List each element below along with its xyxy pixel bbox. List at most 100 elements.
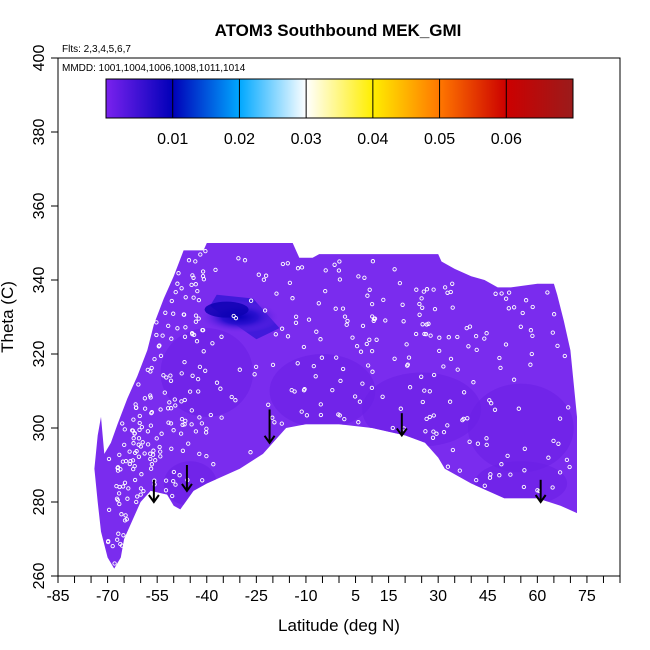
arrows-layer: [148, 409, 547, 504]
sample-point: [263, 273, 269, 278]
x-tick-label: -25: [245, 588, 268, 605]
sample-point: [474, 477, 479, 483]
y-tick-label: 340: [31, 267, 48, 294]
sample-point: [137, 413, 142, 419]
sample-point: [193, 319, 199, 324]
sample-point: [196, 389, 201, 394]
sample-point: [116, 491, 122, 496]
sample-point: [365, 363, 371, 368]
sample-point: [423, 429, 428, 434]
sample-point: [168, 378, 174, 383]
sample-point: [200, 269, 206, 274]
sample-point: [133, 405, 139, 410]
y-tick-label: 380: [31, 119, 48, 146]
sample-point: [562, 353, 567, 359]
sample-point: [252, 372, 257, 377]
sample-point: [316, 301, 321, 306]
sample-point: [149, 462, 155, 467]
sample-point: [482, 336, 487, 341]
sample-point: [168, 373, 173, 378]
sample-point: [390, 425, 395, 431]
sample-point: [334, 355, 339, 360]
sample-point: [482, 483, 487, 488]
sample-point: [498, 365, 503, 371]
x-tick-label: 75: [578, 588, 596, 605]
sample-point: [197, 364, 203, 370]
sample-point: [115, 468, 121, 473]
sample-point: [131, 436, 136, 441]
sample-point: [302, 387, 307, 392]
sample-point: [295, 266, 301, 271]
sample-point: [164, 375, 169, 380]
sample-point: [148, 466, 154, 471]
sample-point: [441, 429, 447, 435]
sample-point: [431, 372, 437, 378]
sample-point: [427, 414, 432, 420]
sample-point: [397, 280, 403, 286]
sample-point: [200, 273, 206, 279]
colorbar-tick-label: 0.02: [224, 131, 255, 148]
sample-point: [179, 399, 184, 404]
y-tick-label: 320: [31, 341, 48, 368]
sample-point: [401, 319, 406, 324]
sample-point: [279, 326, 285, 331]
sample-point: [173, 289, 178, 295]
sample-point: [181, 312, 187, 317]
sample-point: [520, 310, 525, 316]
sample-point: [196, 297, 202, 303]
colorbar-tick-label: 0.03: [291, 131, 322, 148]
sample-point: [546, 455, 551, 460]
sample-point: [461, 390, 467, 395]
sample-point: [270, 415, 275, 420]
sample-point: [336, 412, 341, 417]
sample-point: [231, 313, 236, 319]
sample-point: [180, 448, 186, 453]
sample-point: [455, 334, 460, 340]
sample-point: [521, 484, 527, 490]
sample-point: [405, 363, 410, 368]
chart-title: ATOM3 Southbound MEK_GMI: [215, 21, 462, 40]
sample-point: [340, 366, 346, 372]
sample-point: [106, 456, 112, 462]
sample-point: [356, 274, 361, 279]
sample-point: [369, 348, 375, 354]
sample-point: [406, 355, 412, 360]
sample-point: [182, 422, 187, 427]
sample-point: [431, 429, 436, 434]
sample-point: [163, 310, 168, 315]
sample-point: [461, 416, 466, 422]
sample-point: [201, 349, 206, 354]
sample-point: [132, 463, 137, 469]
sample-point: [290, 296, 295, 301]
sample-point: [120, 421, 125, 426]
sample-point: [266, 402, 271, 407]
sample-point: [171, 428, 176, 433]
arrow-head: [181, 483, 193, 493]
sample-point: [261, 277, 267, 282]
field-shade: [269, 354, 376, 428]
sample-point: [213, 267, 218, 273]
sample-point: [285, 261, 290, 266]
sample-point: [417, 301, 422, 307]
sample-point: [180, 422, 185, 428]
sample-point: [365, 293, 370, 298]
colorbar-tick-label: 0.06: [491, 131, 522, 148]
sample-point: [420, 322, 425, 327]
sample-point: [287, 280, 293, 286]
sample-point: [299, 265, 305, 270]
sample-point: [398, 406, 403, 411]
sample-point: [156, 344, 161, 349]
sample-point: [163, 478, 169, 483]
sample-point: [131, 417, 136, 422]
sample-point: [467, 439, 472, 444]
sample-point: [506, 306, 511, 311]
sample-point: [369, 385, 375, 391]
sample-point: [162, 390, 167, 395]
sample-point: [400, 302, 405, 307]
sample-point: [166, 323, 171, 329]
sample-point: [505, 453, 510, 459]
sample-point: [445, 464, 451, 469]
sample-point: [195, 376, 201, 382]
sample-point: [426, 321, 431, 326]
sample-point: [117, 501, 122, 507]
